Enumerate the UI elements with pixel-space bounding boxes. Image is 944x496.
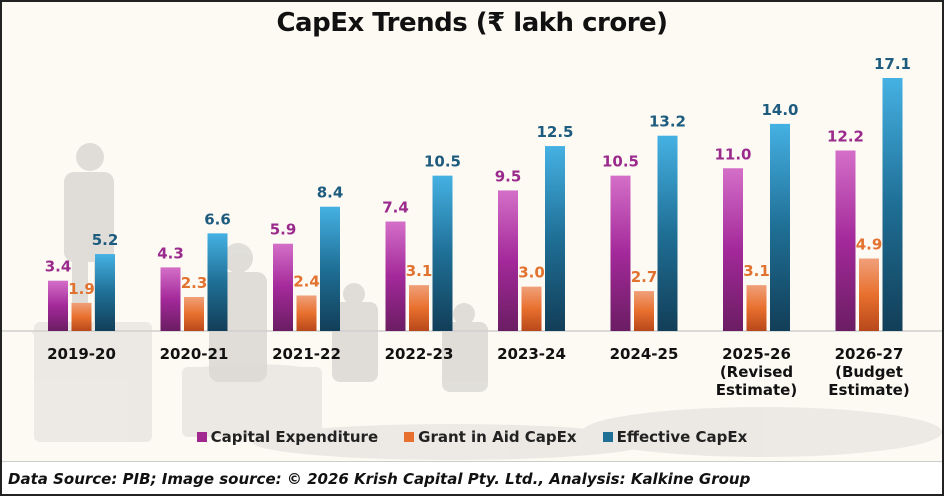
data-label-capital-expenditure-2022-23: 7.4 [382, 199, 409, 217]
bar-effective-capex-2023-24 [545, 146, 565, 331]
data-label-effective-capex-2026-27: 17.1 [874, 55, 911, 73]
data-label-grant-in-aid-capex-2021-22: 2.4 [293, 272, 320, 290]
x-tick-label: 2022-23 [385, 345, 454, 363]
bar-grant-in-aid-capex-2019-20 [71, 302, 92, 331]
x-tick-label: 2025-26 [722, 345, 791, 363]
footer-divider [2, 461, 942, 462]
bar-capital-expenditure-2019-20 [48, 280, 68, 331]
x-tick-label: Estimate) [828, 381, 909, 399]
legend-swatch-effective-capex [602, 432, 613, 442]
data-label-grant-in-aid-capex-2023-24: 3.0 [518, 264, 545, 282]
x-tick-label: 2023-24 [497, 345, 566, 363]
bar-grant-in-aid-capex-2024-25 [634, 291, 654, 331]
bar-capital-expenditure-2025-26 [723, 168, 743, 331]
data-label-capital-expenditure-2021-22: 5.9 [270, 221, 297, 239]
legend-label: Effective CapEx [616, 428, 748, 446]
data-label-capital-expenditure-2026-27: 12.2 [827, 127, 864, 145]
x-tick-label: 2019-20 [47, 345, 116, 363]
data-label-grant-in-aid-capex-2024-25: 2.7 [631, 268, 658, 286]
bar-grant-in-aid-capex-2026-27 [859, 258, 879, 331]
data-label-effective-capex-2022-23: 10.5 [424, 153, 461, 171]
data-label-capital-expenditure-2019-20: 3.4 [45, 258, 72, 276]
data-label-capital-expenditure-2020-21: 4.3 [157, 244, 184, 262]
bar-chart: 3.4 1.9 5.2 4.3 2.3 6.6 5.9 2.4 8.4 7.4 3.1 10.5 9.5… [2, 55, 942, 399]
bar-effective-capex-2022-23 [432, 175, 453, 331]
bar-grant-in-aid-capex-2021-22 [296, 295, 317, 331]
x-tick-label: 2024-25 [610, 345, 679, 363]
legend-item-grant-in-aid: Grant in Aid CapEx [404, 428, 577, 446]
bar-effective-capex-2019-20 [95, 254, 115, 331]
bar-capital-expenditure-2020-21 [160, 267, 181, 331]
bar-effective-capex-2024-25 [657, 135, 678, 331]
legend: Capital Expenditure Grant in Aid CapEx E… [2, 428, 942, 446]
bar-capital-expenditure-2026-27 [835, 150, 856, 331]
legend-swatch-capital-expenditure [196, 432, 207, 442]
bar-effective-capex-2026-27 [882, 78, 903, 331]
x-tick-label: 2021-22 [272, 345, 341, 363]
legend-item-capital-expenditure: Capital Expenditure [196, 428, 379, 446]
source-attribution: Data Source: PIB; Image source: © 2026 K… [8, 470, 751, 488]
data-label-effective-capex-2025-26: 14.0 [761, 101, 798, 119]
bar-capital-expenditure-2024-25 [610, 175, 631, 331]
bar-effective-capex-2021-22 [320, 206, 340, 331]
background-illustration [32, 143, 942, 460]
x-tick-label: (Budget [835, 363, 903, 381]
data-label-capital-expenditure-2024-25: 10.5 [602, 153, 639, 171]
bar-capital-expenditure-2023-24 [498, 190, 518, 331]
data-label-effective-capex-2021-22: 8.4 [317, 184, 344, 202]
data-label-effective-capex-2020-21: 6.6 [204, 210, 231, 228]
bar-capital-expenditure-2022-23 [385, 221, 406, 331]
bar-grant-in-aid-capex-2020-21 [184, 296, 204, 331]
legend-label: Capital Expenditure [210, 428, 379, 446]
legend-label: Grant in Aid CapEx [418, 428, 577, 446]
data-label-grant-in-aid-capex-2022-23: 3.1 [406, 262, 433, 280]
x-tick-label: Estimate) [716, 381, 797, 399]
data-label-capital-expenditure-2023-24: 9.5 [495, 167, 522, 185]
footer: Data Source: PIB; Image source: © 2026 K… [2, 462, 942, 494]
legend-item-effective-capex: Effective CapEx [602, 428, 748, 446]
data-label-grant-in-aid-capex-2025-26: 3.1 [743, 262, 770, 280]
data-label-grant-in-aid-capex-2020-21: 2.3 [181, 274, 208, 292]
data-label-effective-capex-2019-20: 5.2 [92, 231, 119, 249]
x-tick-label: (Revised [720, 363, 793, 381]
data-label-grant-in-aid-capex-2026-27: 4.9 [856, 236, 883, 254]
bar-capital-expenditure-2021-22 [273, 243, 293, 331]
bar-grant-in-aid-capex-2023-24 [521, 286, 542, 331]
data-label-effective-capex-2024-25: 13.2 [649, 113, 686, 131]
chart-title: CapEx Trends (₹ lakh crore) [276, 8, 668, 38]
legend-swatch-grant-in-aid [404, 432, 415, 442]
data-label-capital-expenditure-2025-26: 11.0 [714, 145, 751, 163]
bar-grant-in-aid-capex-2025-26 [746, 285, 767, 331]
x-tick-label: 2020-21 [160, 345, 229, 363]
bar-effective-capex-2025-26 [770, 123, 790, 331]
bar-grant-in-aid-capex-2022-23 [409, 285, 429, 331]
bar-effective-capex-2020-21 [207, 233, 228, 331]
x-tick-label: 2026-27 [835, 345, 904, 363]
data-label-grant-in-aid-capex-2019-20: 1.9 [68, 280, 95, 298]
data-label-effective-capex-2023-24: 12.5 [536, 123, 573, 141]
